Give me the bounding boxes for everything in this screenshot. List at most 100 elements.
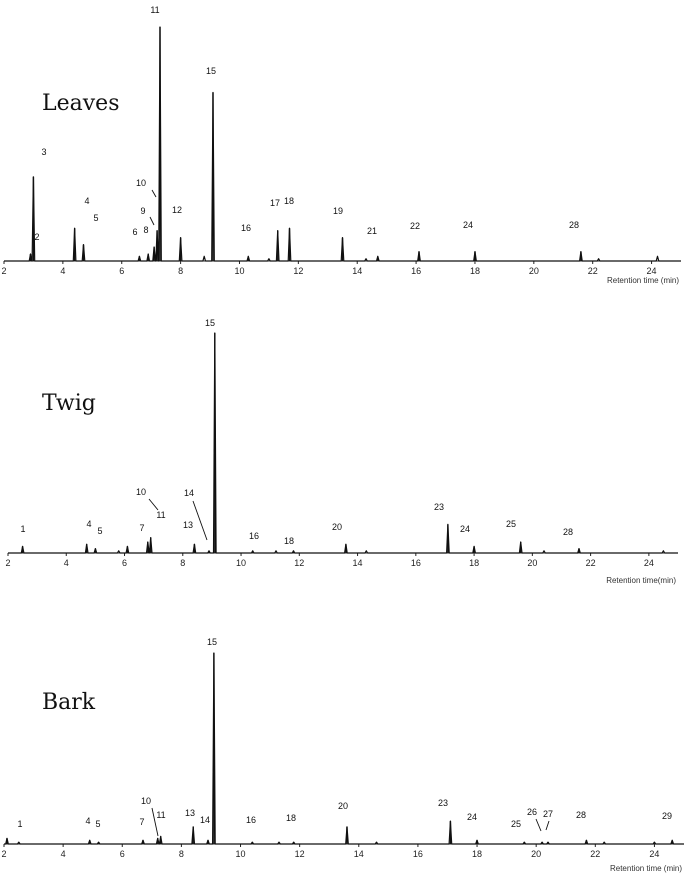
- peak-label-18: 18: [286, 813, 296, 823]
- x-tick-label: 8: [180, 558, 185, 568]
- peak-label-28: 28: [569, 220, 579, 230]
- x-tick-label: 16: [413, 849, 423, 859]
- peak-label-28: 28: [576, 810, 586, 820]
- peak-label-1: 1: [20, 524, 25, 534]
- peak-label-1: 1: [17, 819, 22, 829]
- peak-leader-26: [535, 818, 542, 832]
- x-tick-label: 12: [295, 849, 305, 859]
- peak-leader-14: [192, 500, 208, 541]
- x-tick-label: 12: [293, 266, 303, 276]
- peak-label-19: 19: [333, 206, 343, 216]
- peak-label-23: 23: [434, 502, 444, 512]
- peak-label-24: 24: [460, 524, 470, 534]
- peak-label-5: 5: [97, 526, 102, 536]
- peak-label-7: 7: [139, 523, 144, 533]
- peak-label-17: 17: [270, 198, 280, 208]
- x-tick-label: 6: [119, 266, 124, 276]
- peak-label-5: 5: [95, 819, 100, 829]
- x-tick-label: 16: [411, 266, 421, 276]
- chromatogram-trace: [4, 652, 684, 845]
- peak-leader-10: [148, 498, 159, 511]
- chromatogram-trace: [8, 332, 678, 554]
- peak-label-16: 16: [241, 223, 251, 233]
- x-tick-label: 8: [179, 849, 184, 859]
- x-tick-label: 20: [529, 266, 539, 276]
- peak-label-4: 4: [85, 816, 90, 826]
- x-tick-label: 4: [64, 558, 69, 568]
- x-tick-label: 22: [586, 558, 596, 568]
- x-tick-label: 20: [527, 558, 537, 568]
- x-tick-label: 22: [590, 849, 600, 859]
- x-tick-label: 6: [122, 558, 127, 568]
- peak-label-13: 13: [185, 808, 195, 818]
- x-tick-label: 22: [588, 266, 598, 276]
- peak-label-15: 15: [205, 318, 215, 328]
- peak-label-16: 16: [249, 531, 259, 541]
- peak-label-14: 14: [184, 488, 194, 498]
- x-tick-label: 6: [120, 849, 125, 859]
- x-tick-label: 4: [60, 266, 65, 276]
- x-tick-label: 2: [1, 849, 6, 859]
- x-axis-title: Retention time (min): [610, 864, 682, 873]
- peak-label-7: 7: [139, 817, 144, 827]
- peak-label-21: 21: [367, 226, 377, 236]
- x-tick-label: 10: [236, 849, 246, 859]
- peak-label-4: 4: [84, 196, 89, 206]
- x-tick-label: 8: [178, 266, 183, 276]
- peak-label-10: 10: [136, 178, 146, 188]
- peak-label-2: 2: [34, 232, 39, 242]
- peak-label-10: 10: [141, 796, 151, 806]
- peak-label-25: 25: [511, 819, 521, 829]
- peak-label-4: 4: [86, 519, 91, 529]
- peak-label-27: 27: [543, 809, 553, 819]
- peak-label-11: 11: [156, 510, 165, 520]
- peak-label-13: 13: [183, 520, 193, 530]
- peak-label-20: 20: [332, 522, 342, 532]
- x-tick-label: 16: [411, 558, 421, 568]
- x-tick-label: 4: [61, 849, 66, 859]
- chromatogram-trace: [4, 26, 681, 262]
- panel-title: Twig: [42, 391, 96, 416]
- peak-label-15: 15: [206, 66, 216, 76]
- peak-label-12: 12: [172, 205, 182, 215]
- peak-label-25: 25: [506, 519, 516, 529]
- peak-label-14: 14: [200, 815, 210, 825]
- x-tick-label: 12: [294, 558, 304, 568]
- peak-leader-10: [151, 189, 157, 198]
- x-tick-label: 2: [5, 558, 10, 568]
- peak-label-22: 22: [410, 221, 420, 231]
- peak-label-24: 24: [467, 812, 477, 822]
- peak-label-18: 18: [284, 196, 294, 206]
- x-tick-label: 14: [354, 849, 364, 859]
- peak-label-24: 24: [463, 220, 473, 230]
- peak-label-3: 3: [41, 147, 46, 157]
- panel-title: Leaves: [42, 91, 119, 116]
- peak-label-11: 11: [150, 5, 159, 15]
- peak-leader-10: [151, 807, 159, 837]
- x-tick-label: 14: [353, 558, 363, 568]
- x-tick-label: 10: [236, 558, 246, 568]
- peak-label-29: 29: [662, 811, 672, 821]
- x-tick-label: 24: [647, 266, 657, 276]
- peak-label-9: 9: [140, 206, 145, 216]
- x-tick-label: 24: [649, 849, 659, 859]
- x-tick-label: 2: [1, 266, 6, 276]
- peak-leader-27: [545, 820, 550, 831]
- peak-label-20: 20: [338, 801, 348, 811]
- peak-label-10: 10: [136, 487, 146, 497]
- x-tick-label: 18: [472, 849, 482, 859]
- x-tick-label: 20: [531, 849, 541, 859]
- peak-label-6: 6: [132, 227, 137, 237]
- peak-label-28: 28: [563, 527, 573, 537]
- x-tick-label: 18: [470, 266, 480, 276]
- peak-label-16: 16: [246, 815, 256, 825]
- x-tick-label: 18: [469, 558, 479, 568]
- peak-label-18: 18: [284, 536, 294, 546]
- peak-label-26: 26: [527, 807, 537, 817]
- x-tick-label: 10: [234, 266, 244, 276]
- panel-title: Bark: [42, 690, 96, 715]
- x-axis-title: Retention time(min): [606, 576, 676, 585]
